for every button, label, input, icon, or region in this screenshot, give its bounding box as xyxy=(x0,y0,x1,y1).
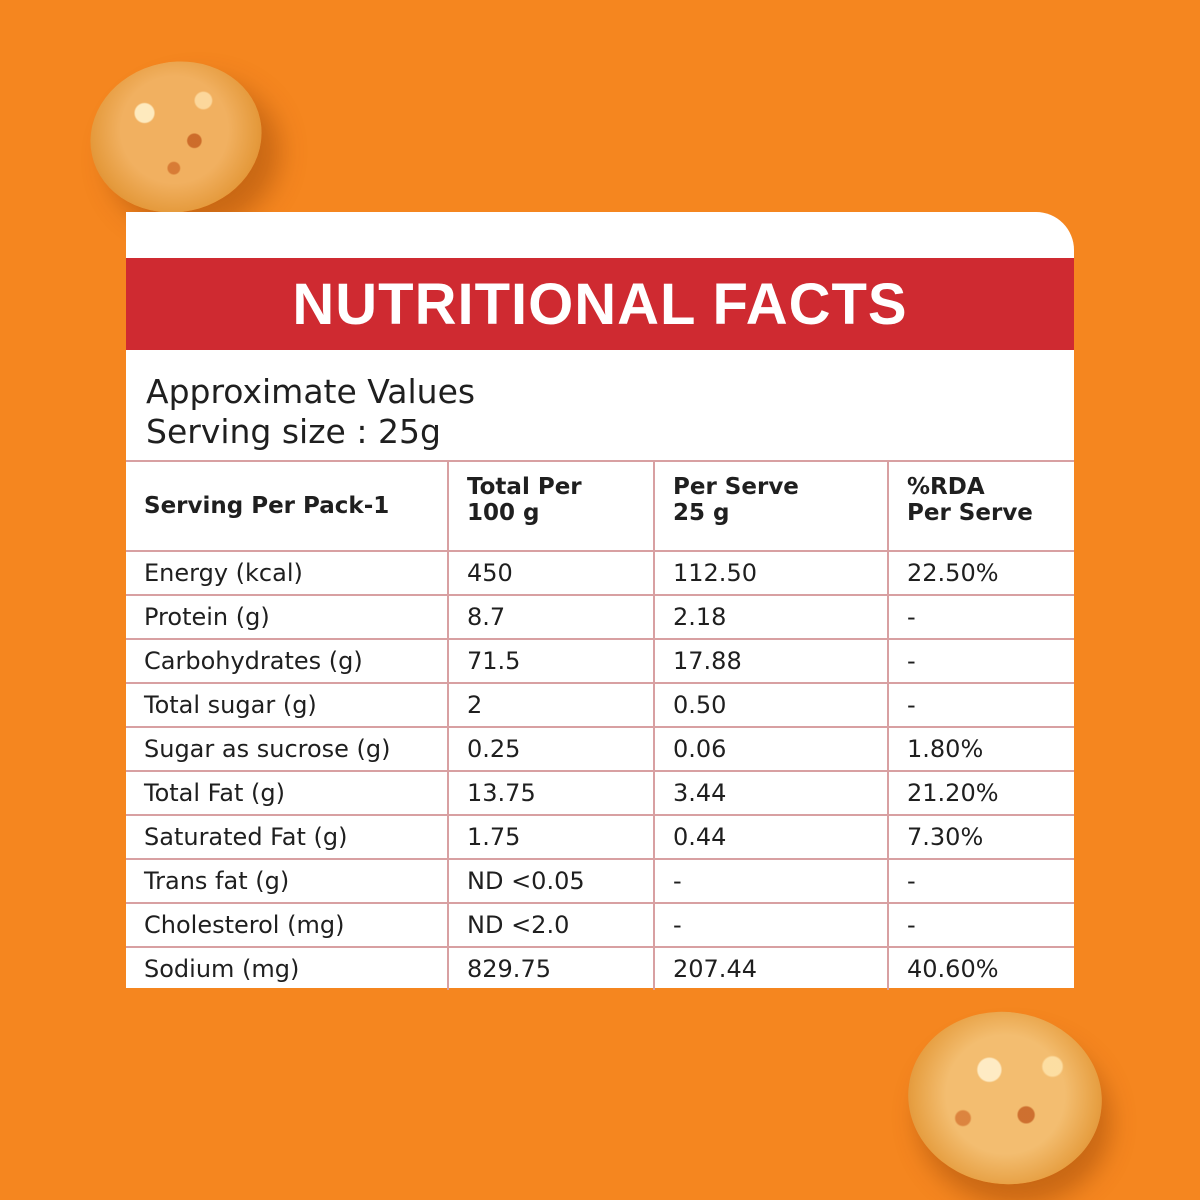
rda-value: 7.30% xyxy=(887,814,1074,860)
per-serve-value: - xyxy=(653,902,889,948)
nutrition-table: Serving Per Pack-1 Total Per 100 g Per S… xyxy=(126,460,1074,990)
nutrient-name: Carbohydrates (g) xyxy=(126,638,449,684)
table-row: Cholesterol (mg) ND <2.0- - xyxy=(126,902,1074,948)
per-100g-value: 8.7 xyxy=(447,594,655,640)
header-line: Total Per xyxy=(467,474,582,500)
per-100g-value: ND <2.0 xyxy=(447,902,655,948)
serving-info: Approximate Values Serving size : 25g xyxy=(146,372,475,452)
table-header-row: Serving Per Pack-1 Total Per 100 g Per S… xyxy=(126,460,1074,552)
per-serve-value: 3.44 xyxy=(653,770,889,816)
table-row: Total Fat (g) 13.75 3.44 21.20% xyxy=(126,770,1074,816)
approx-values-label: Approximate Values xyxy=(146,372,476,411)
per-100g-value: 1.75 xyxy=(447,814,655,860)
header-line: 100 g xyxy=(467,500,540,526)
per-serve-value: 2.18 xyxy=(653,594,889,640)
header-rda-per-serve: %RDA Per Serve xyxy=(887,460,1074,552)
chip-image-top xyxy=(76,45,276,229)
nutrient-name: Protein (g) xyxy=(126,594,449,640)
rda-value: 1.80% xyxy=(887,726,1074,772)
table-row: Protein (g) 8.7 2.18- xyxy=(126,594,1074,640)
rda-value: - xyxy=(887,594,1074,640)
table-row: Sugar as sucrose (g) 0.25 0.06 1.80% xyxy=(126,726,1074,772)
per-100g-value: ND <0.05 xyxy=(447,858,655,904)
title-banner: NUTRITIONAL FACTS xyxy=(126,258,1074,350)
header-line: Per Serve xyxy=(907,500,1033,526)
table-row: Saturated Fat (g) 1.75 0.44 7.30% xyxy=(126,814,1074,860)
per-100g-value: 2 xyxy=(447,682,655,728)
rda-value: - xyxy=(887,682,1074,728)
per-serve-value: 207.44 xyxy=(653,946,889,990)
chip-image-bottom xyxy=(896,999,1114,1197)
header-total-per-100g: Total Per 100 g xyxy=(447,460,655,552)
per-serve-value: 112.50 xyxy=(653,550,889,596)
rda-value: - xyxy=(887,638,1074,684)
table-row: Total sugar (g) 2 0.50- xyxy=(126,682,1074,728)
header-serving-per-pack: Serving Per Pack-1 xyxy=(126,460,449,552)
nutrient-name: Total sugar (g) xyxy=(126,682,449,728)
nutrient-name: Total Fat (g) xyxy=(126,770,449,816)
header-line: Serving Per Pack-1 xyxy=(144,493,390,519)
header-line: Per Serve xyxy=(673,474,799,500)
nutrient-name: Energy (kcal) xyxy=(126,550,449,596)
nutrient-name: Cholesterol (mg) xyxy=(126,902,449,948)
table-row: Sodium (mg) 829.75 207.44 40.60% xyxy=(126,946,1074,990)
table-row: Trans fat (g) ND <0.05- - xyxy=(126,858,1074,904)
header-per-serve-25g: Per Serve 25 g xyxy=(653,460,889,552)
per-100g-value: 71.5 xyxy=(447,638,655,684)
header-line: 25 g xyxy=(673,500,730,526)
nutrient-name: Sodium (mg) xyxy=(126,946,449,990)
per-serve-value: 0.50 xyxy=(653,682,889,728)
page-title: NUTRITIONAL FACTS xyxy=(292,271,908,337)
header-line: %RDA xyxy=(907,474,985,500)
per-100g-value: 829.75 xyxy=(447,946,655,990)
serving-size-label: Serving size : 25g xyxy=(146,412,441,451)
rda-value: 21.20% xyxy=(887,770,1074,816)
rda-value: 40.60% xyxy=(887,946,1074,990)
table-row: Carbohydrates (g) 71.5 17.88- xyxy=(126,638,1074,684)
nutrient-name: Saturated Fat (g) xyxy=(126,814,449,860)
rda-value: - xyxy=(887,858,1074,904)
per-serve-value: - xyxy=(653,858,889,904)
per-100g-value: 13.75 xyxy=(447,770,655,816)
rda-value: - xyxy=(887,902,1074,948)
per-100g-value: 0.25 xyxy=(447,726,655,772)
nutrition-card: NUTRITIONAL FACTS Approximate Values Ser… xyxy=(126,212,1074,990)
per-serve-value: 0.44 xyxy=(653,814,889,860)
per-100g-value: 450 xyxy=(447,550,655,596)
nutrient-name: Trans fat (g) xyxy=(126,858,449,904)
per-serve-value: 0.06 xyxy=(653,726,889,772)
table-row: Energy (kcal) 450 112.50 22.50% xyxy=(126,550,1074,596)
per-serve-value: 17.88 xyxy=(653,638,889,684)
rda-value: 22.50% xyxy=(887,550,1074,596)
nutrient-name: Sugar as sucrose (g) xyxy=(126,726,449,772)
